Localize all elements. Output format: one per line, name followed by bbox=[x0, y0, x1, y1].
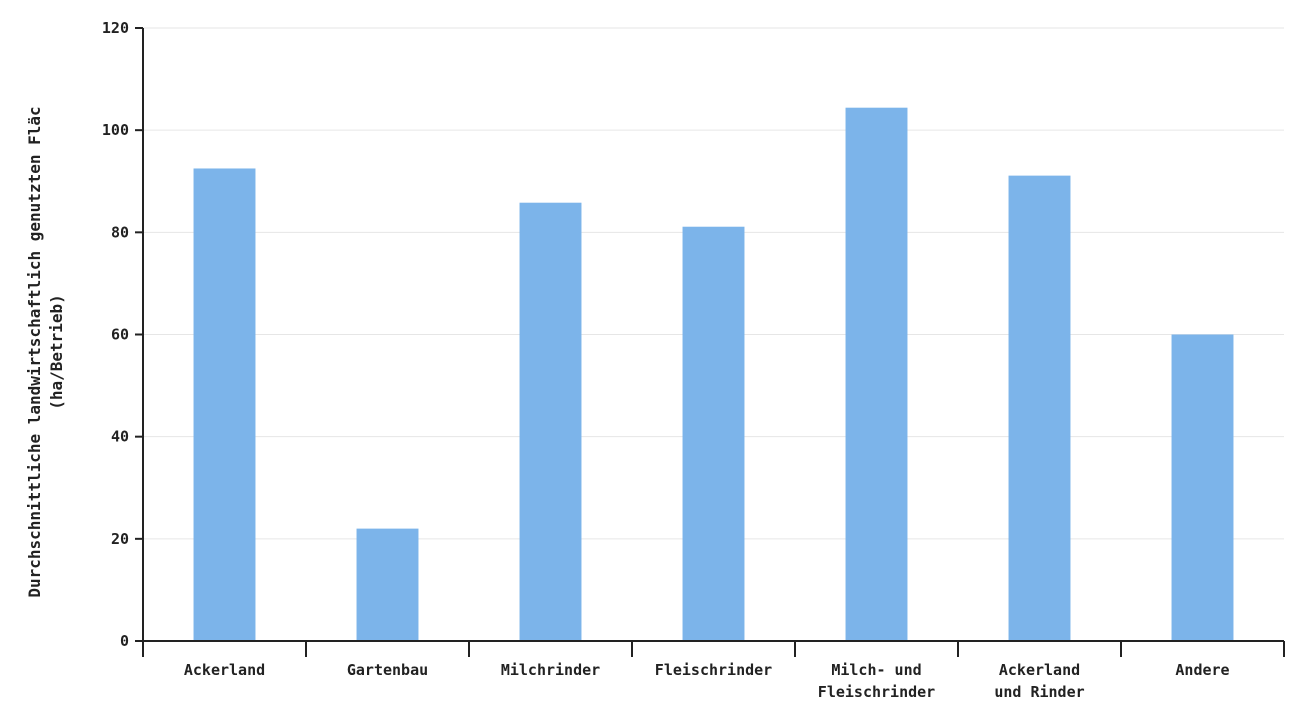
bar bbox=[1171, 334, 1234, 641]
y-ticks: 0 20 40 60 80 100 120 bbox=[102, 19, 143, 650]
x-tick-label-line: Andere bbox=[1175, 661, 1229, 679]
bar bbox=[193, 168, 256, 641]
x-tick-label-line: Fleischrinder bbox=[818, 683, 935, 701]
x-tick-label-line: Ackerland bbox=[999, 661, 1080, 679]
x-tick-label-line: Ackerland bbox=[184, 661, 265, 679]
y-tick-label: 0 bbox=[120, 632, 129, 650]
x-tick-label-line: Milch- und bbox=[831, 661, 921, 679]
x-tick-label-line: und Rinder bbox=[994, 683, 1084, 701]
x-ticks: Ackerland Gartenbau Milchrinder Fleischrind… bbox=[142, 641, 1285, 701]
x-tick-label-line: Gartenbau bbox=[347, 661, 428, 679]
y-tick-label: 60 bbox=[111, 326, 129, 344]
y-tick-label: 40 bbox=[111, 428, 129, 446]
bar bbox=[682, 226, 745, 641]
bar bbox=[519, 202, 582, 641]
x-tick-label-line: Fleischrinder bbox=[655, 661, 772, 679]
bars bbox=[193, 107, 1234, 641]
y-tick-label: 120 bbox=[102, 19, 129, 37]
x-tick-label: Milchrinder bbox=[501, 661, 600, 679]
y-tick-label: 20 bbox=[111, 530, 129, 548]
bar bbox=[356, 528, 419, 641]
y-axis-title-line: Durchschnittliche landwirtschaftlich gen… bbox=[25, 106, 44, 597]
x-tick-label: Fleischrinder bbox=[655, 661, 772, 679]
x-tick-label: Andere bbox=[1175, 661, 1229, 679]
y-tick-label: 80 bbox=[111, 223, 129, 241]
x-tick-label: Milch- und Fleischrinder bbox=[818, 661, 935, 701]
x-tick-label: Gartenbau bbox=[347, 661, 428, 679]
x-tick-label: Ackerland und Rinder bbox=[994, 661, 1084, 701]
y-tick-label: 100 bbox=[102, 121, 129, 139]
bar bbox=[845, 107, 908, 641]
bar bbox=[1008, 175, 1071, 641]
x-tick-label: Ackerland bbox=[184, 661, 265, 679]
y-axis-title-line: (ha/Betrieb) bbox=[47, 294, 66, 410]
x-tick-label-line: Milchrinder bbox=[501, 661, 600, 679]
y-axis-title: Durchschnittliche landwirtschaftlich gen… bbox=[25, 106, 66, 597]
